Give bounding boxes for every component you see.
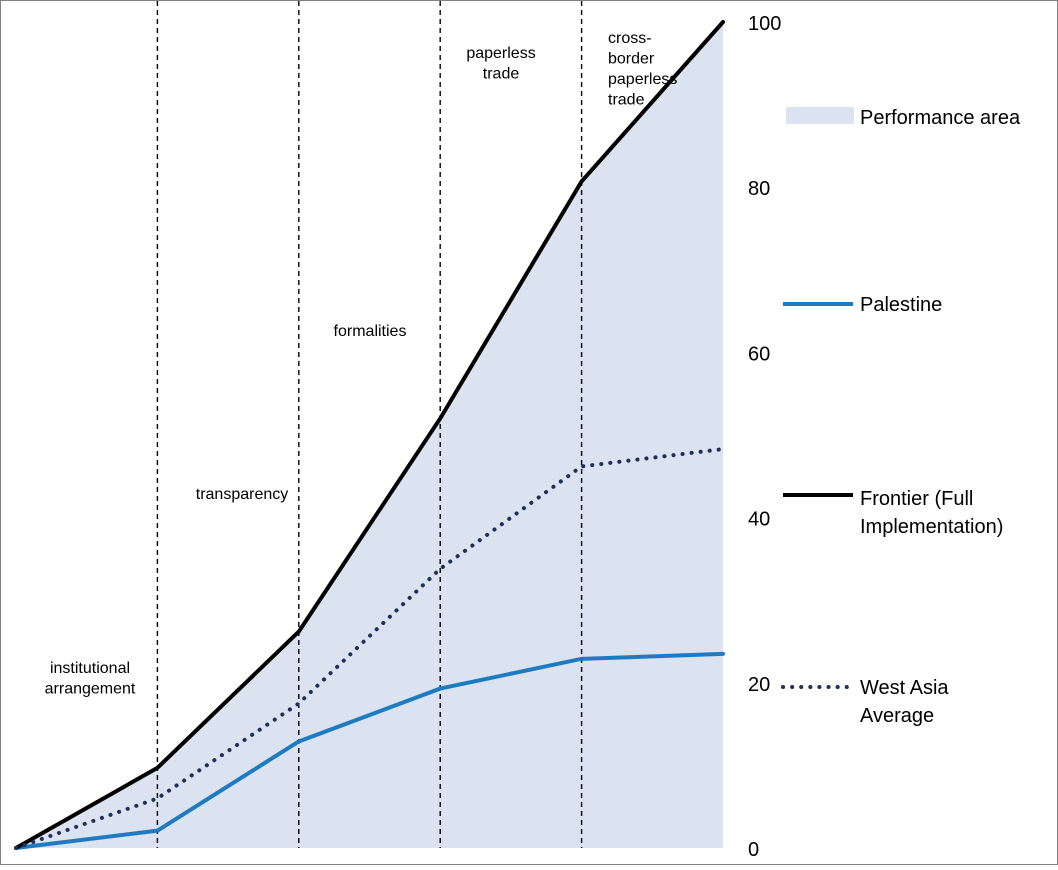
series-line-west-asia-average bbox=[14, 447, 725, 850]
segment-label: institutional arrangement bbox=[45, 660, 136, 698]
performance-area bbox=[16, 22, 723, 848]
y-tick-label: 40 bbox=[748, 509, 770, 531]
series-line-frontier-full-implementation bbox=[14, 20, 725, 850]
segment-label: cross-border paperless trade bbox=[608, 30, 677, 109]
y-tick-label: 20 bbox=[748, 674, 770, 696]
y-tick-label: 0 bbox=[748, 839, 759, 861]
segment-label: transparency bbox=[196, 486, 289, 503]
legend-label: West Asia Average bbox=[860, 677, 949, 727]
legend-label: Palestine bbox=[860, 294, 942, 316]
segment-label: paperless trade bbox=[466, 45, 535, 83]
y-tick-label: 80 bbox=[748, 178, 770, 200]
legend-swatch bbox=[786, 107, 854, 124]
series-line-palestine bbox=[14, 651, 725, 850]
segment-label: formalities bbox=[334, 323, 407, 340]
y-tick-label: 60 bbox=[748, 343, 770, 365]
legend-label: Frontier (Full Implementation) bbox=[860, 488, 1003, 538]
legend-label: Performance area bbox=[860, 107, 1021, 129]
y-tick-label: 100 bbox=[748, 13, 781, 35]
